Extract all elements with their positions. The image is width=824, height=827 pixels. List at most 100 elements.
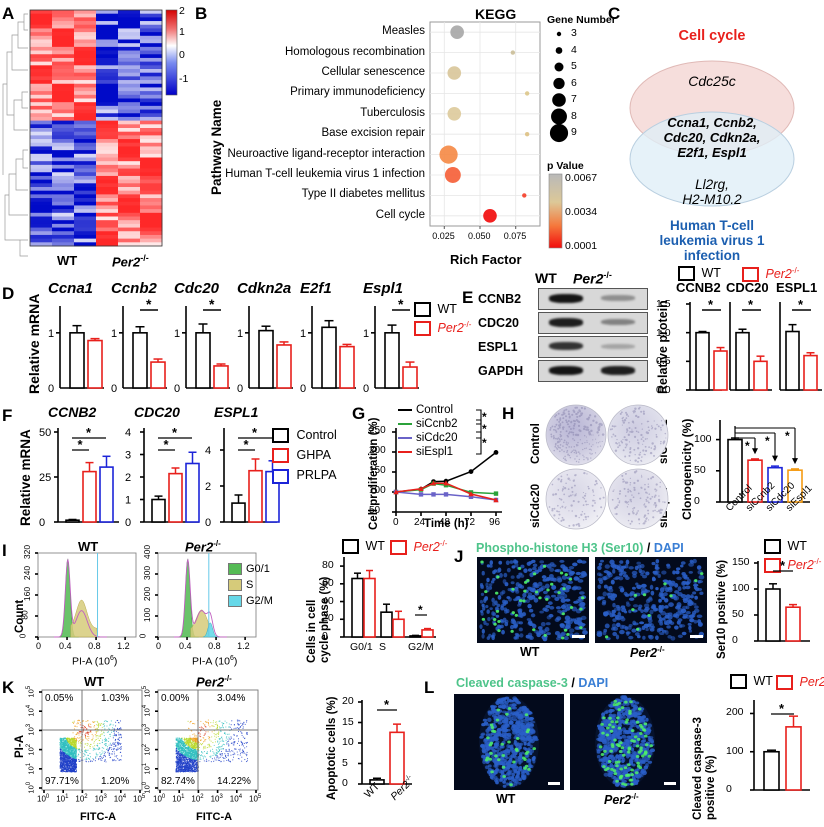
pathway-label: Homologous recombination: [285, 45, 425, 58]
svg-text:0: 0: [48, 383, 54, 395]
xtick-label: 0.075: [503, 231, 527, 241]
gytick: 200: [369, 445, 386, 456]
svg-text:*: *: [482, 422, 487, 436]
blot-band: [601, 366, 635, 375]
pathway-label: Cell cycle: [375, 208, 425, 221]
panel-k-label: K: [2, 678, 15, 697]
i2tick: 60: [322, 576, 334, 589]
svg-text:0: 0: [174, 383, 180, 395]
panel-k-bar-chart: *: [358, 697, 412, 785]
blot-band-row: [538, 288, 648, 310]
phase-legend-item: G0/1: [228, 563, 273, 576]
k-xtick: 101: [172, 794, 185, 804]
k-xtick: 104: [229, 794, 243, 804]
quadrant-percentage: 0.05%: [45, 693, 74, 704]
svg-text:*: *: [765, 434, 770, 448]
colony-assay-images: [545, 404, 669, 530]
svg-text:2: 2: [125, 472, 131, 484]
scalebar-l-ko: [664, 782, 676, 785]
panel-l-chart: *: [750, 700, 810, 791]
gene-number-legend-value: 7: [571, 93, 577, 105]
ihist-xtick: 0.8: [88, 641, 101, 651]
blot-band-row: [538, 312, 648, 334]
xtick-label: 0.050: [468, 231, 491, 241]
panel-d-gene-chart: Espl1 * 0 1: [361, 272, 421, 402]
legend-label-wt-i: WT: [365, 539, 385, 553]
heatmap-figure: [2, 9, 178, 257]
legend-label-ko: Per2-/-: [437, 320, 472, 336]
venn-bottom-title: Human T-cell leukemia virus 1 infection: [659, 218, 765, 263]
ihist-ytick: 300: [142, 565, 153, 581]
quadrant-percentage: 97.71%: [45, 776, 79, 787]
legend-swatch-ko-j: [764, 558, 781, 574]
svg-text:0: 0: [39, 517, 45, 529]
panel-a-group-ko: Per2-/-: [112, 253, 149, 270]
panel-i-histograms: [35, 552, 257, 640]
colorbar-tick-0: 0: [179, 49, 185, 61]
k-ytick: 103: [142, 724, 152, 736]
panel-e: E WT Per2-/- CCNB2 CDC20 ESPL1 GAPDH Relati…: [460, 266, 824, 402]
svg-text:*: *: [745, 439, 750, 453]
panel-f-gene-chart: ESPL1 0 2 4 * *: [204, 402, 280, 535]
svg-text:*: *: [798, 297, 804, 312]
panel-b-title: KEGG: [475, 6, 517, 22]
panel-e-protein-chart: CDC20 *: [726, 266, 774, 402]
legend-label-g: siCcnb2: [416, 418, 458, 430]
k-xtick: 104: [113, 794, 127, 804]
ihist-xtick: 0: [156, 641, 162, 651]
panel-d-gene-chart: Ccnb2 * 0 1: [109, 272, 169, 402]
ihist-ytick: 400: [142, 544, 153, 560]
svg-text:1: 1: [48, 328, 54, 340]
k-xtick: 102: [75, 794, 88, 804]
k-xtick: 103: [210, 794, 223, 804]
colorbar-tick-1: 1: [179, 26, 185, 38]
panel-g-label: G: [352, 404, 366, 423]
panel-l-image-label-ko: Per2-/-: [604, 792, 639, 808]
svg-text:*: *: [172, 425, 178, 440]
htick: 50: [694, 463, 706, 476]
phase-legend-label: G0/1: [246, 563, 270, 575]
svg-text:0: 0: [300, 383, 306, 395]
legend-swatch-ko-i: [390, 540, 407, 556]
quadrant-percentage: 1.03%: [101, 693, 130, 704]
quadrant-percentage: 0.00%: [161, 693, 190, 704]
panel-i-bar-chart: *: [340, 557, 436, 638]
panel-d-legend-wt: WT: [414, 302, 457, 318]
etick: 1.5: [656, 298, 671, 310]
pvalue-legend-title: p Value: [547, 160, 584, 172]
panel-b-plot: [429, 21, 541, 229]
svg-text:0: 0: [363, 383, 369, 395]
k-ytick: 100: [26, 781, 36, 794]
ihist-xtick: 0.4: [179, 641, 192, 651]
panel-j-image-label-ko: Per2-/-: [630, 645, 665, 661]
pathway-label: Human T-cell leukemia virus 1 infection: [225, 168, 425, 180]
ihist-xtick: 1.2: [237, 641, 250, 651]
ktick2: 15: [342, 715, 354, 728]
gxtick: 0: [393, 517, 399, 528]
legend-control: Control: [272, 428, 352, 444]
panel-l-image-title: Cleaved caspase-3 / DAPI: [456, 676, 608, 690]
cell-cycle-phase-legend: G0/1 S G2/M: [228, 563, 273, 611]
panel-h: H Control siCdc20 siCcnb2 siEspl1 Clonog…: [500, 402, 824, 535]
jtick: 0: [732, 634, 738, 646]
panel-g-plot: [392, 428, 502, 516]
legend-label-wt: WT: [437, 302, 457, 316]
legend-swatch-wt-j: [764, 539, 781, 555]
venn-intersection-genes: Ccna1, Ccnb2, Cdc20, Cdkn2a, E2f1, Espl1: [663, 115, 761, 160]
legend-label-ko-e: Per2-/-: [765, 266, 800, 282]
svg-text:*: *: [86, 425, 92, 440]
panel-c: C Cell cycle Cdc25c Ccna1, Ccnb2, Cdc20, …: [600, 0, 824, 272]
venn-diagram: [629, 60, 795, 207]
hist-title-wt: WT: [78, 539, 99, 554]
panel-l-legend-wt: WT: [730, 674, 773, 690]
pvalue-legend-value-1: 0.0067: [565, 172, 598, 184]
panel-g-legend-item: siCdc20: [398, 432, 458, 444]
quadrant-percentage: 1.20%: [101, 776, 130, 787]
legend-swatch-ghpa: [272, 448, 289, 464]
blot-band: [549, 342, 583, 351]
ihist-xtick: 0.4: [59, 641, 72, 651]
gene-number-legend-value: 6: [571, 76, 577, 89]
panel-l-image-label-wt: WT: [496, 792, 516, 806]
panel-d-gene-chart: Cdkn2a 0 1: [235, 272, 295, 402]
panel-j-title-sep: /: [643, 541, 654, 555]
